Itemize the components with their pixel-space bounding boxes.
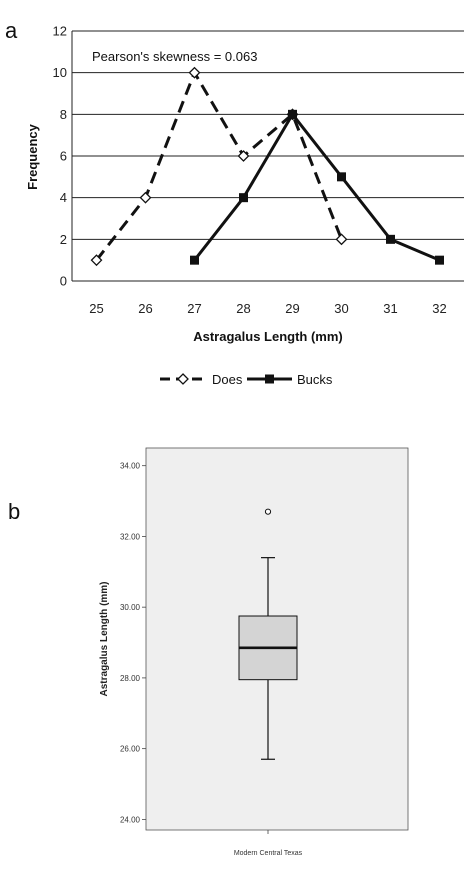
chart-a: 0 2 4 6 8 10 12 25 26 27 28 29 30 31 32 Pearson's ske…: [25, 24, 464, 387]
a-y-tick-labels: 0 2 4 6 8 10 12: [53, 24, 67, 289]
outlier-point: [264, 508, 272, 515]
point-does: [90, 254, 103, 267]
a-x-tick-label: 28: [236, 301, 250, 316]
a-x-tick-label: 29: [285, 301, 299, 316]
point-bucks: [337, 172, 346, 182]
panel-a-letter: a: [5, 18, 18, 43]
skewness-annotation: Pearson's skewness = 0.063: [92, 49, 257, 64]
a-y-tick-label: 10: [53, 65, 67, 80]
legend-marker-does: [177, 373, 189, 385]
a-y-tick-label: 8: [60, 107, 67, 122]
a-series-group: [90, 66, 444, 267]
a-y-tick-label: 6: [60, 149, 67, 164]
b-y-axis-title: Astragalus Length (mm): [99, 581, 110, 696]
a-y-tick-label: 0: [60, 274, 67, 289]
point-bucks: [435, 255, 444, 265]
b-y-axis: 24.00 26.00 28.00 30.00 32.00 34.00: [120, 462, 269, 834]
point-does: [139, 191, 152, 204]
a-x-tick-label: 32: [432, 301, 446, 316]
a-x-tick-labels: 25 26 27 28 29 30 31 32: [89, 301, 446, 316]
series-line-does: [95, 71, 343, 262]
series-line-bucks: [193, 112, 441, 262]
point-does: [237, 150, 250, 162]
b-y-tick-label: 24.00: [120, 815, 141, 824]
point-does: [335, 233, 348, 246]
point-bucks: [239, 193, 248, 203]
a-gridlines: [71, 30, 464, 282]
chart-b: 24.00 26.00 28.00 30.00 32.00 34.00 Astragalu…: [99, 447, 409, 857]
a-x-tick-label: 26: [138, 301, 152, 316]
a-x-tick-label: 30: [334, 301, 348, 316]
a-y-tick-label: 12: [53, 24, 67, 39]
legend-label-bucks: Bucks: [297, 372, 333, 387]
point-bucks: [190, 255, 199, 265]
b-y-tick-label: 26.00: [120, 745, 141, 754]
point-bucks: [288, 109, 297, 119]
a-y-axis-title: Frequency: [25, 123, 40, 190]
b-y-tick-label: 32.00: [120, 532, 141, 541]
a-x-axis-title: Astragalus Length (mm): [193, 329, 343, 344]
legend-label-does: Does: [212, 372, 243, 387]
a-y-tick-label: 2: [60, 232, 67, 247]
a-x-tick-label: 27: [187, 301, 201, 316]
panel-b-letter: b: [8, 499, 20, 524]
point-bucks: [386, 234, 395, 244]
a-y-tick-label: 4: [60, 190, 67, 205]
legend-marker-bucks: [265, 374, 274, 384]
b-y-tick-label: 34.00: [120, 462, 141, 471]
point-does: [188, 66, 201, 79]
a-x-tick-label: 25: [89, 301, 103, 316]
b-boxplot: [238, 508, 298, 760]
a-legend: Does Bucks: [160, 372, 333, 387]
b-y-tick-label: 28.00: [120, 674, 141, 683]
a-x-tick-label: 31: [383, 301, 397, 316]
b-y-tick-label: 30.00: [120, 603, 141, 612]
b-category-label: Modern Central Texas: [234, 850, 303, 857]
